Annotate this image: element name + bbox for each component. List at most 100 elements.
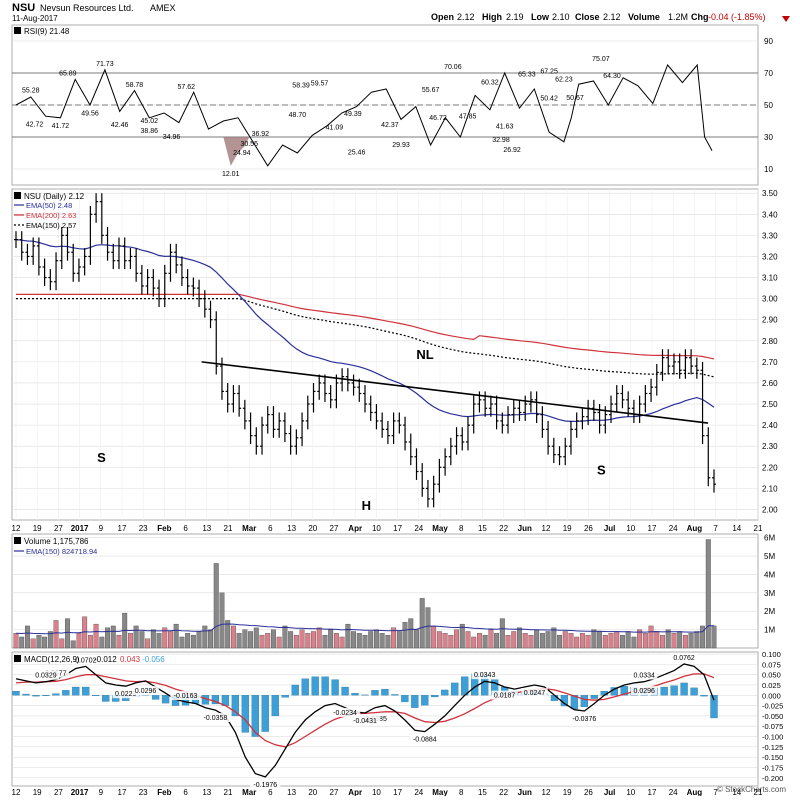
price-x-tick-label: 8 — [459, 524, 464, 533]
open-label: Open — [431, 12, 454, 22]
rsi-data-label: 12.01 — [222, 171, 240, 178]
macd-x-tick-label: 24 — [669, 788, 678, 796]
volume-bar — [111, 626, 116, 648]
macd-x-tick-label: 26 — [584, 788, 593, 796]
price-x-tick-label: 22 — [499, 524, 508, 533]
rsi-data-label: 50.67 — [566, 95, 584, 102]
volume-bar — [380, 633, 385, 648]
down-arrow-icon — [782, 16, 790, 22]
volume-bar — [374, 630, 379, 648]
volume-bar — [65, 619, 70, 648]
price-x-tick-label: 19 — [33, 524, 42, 533]
pattern-label: H — [362, 498, 371, 513]
volume-bar — [311, 631, 316, 648]
volume-bar — [672, 633, 677, 648]
symbol: NSU — [12, 2, 35, 14]
volume-bar — [443, 633, 448, 648]
volume-bar — [100, 637, 105, 648]
volume-bar — [94, 624, 99, 648]
macd-tick-label: 0.100 — [762, 650, 781, 659]
company-name: Nevsun Resources Ltd. — [40, 3, 134, 13]
volume-bar — [168, 631, 173, 648]
macd-tick-label: -0.175 — [762, 763, 783, 772]
price-x-tick-label: 13 — [202, 524, 211, 533]
price-tick-label: 2.70 — [762, 358, 778, 367]
volume-bar — [695, 631, 700, 648]
macd-histogram-bar — [371, 690, 378, 695]
macd-tick-label: -0.025 — [762, 702, 783, 711]
volume-tick-label: 6M — [764, 534, 775, 543]
rsi-data-label: 38.86 — [141, 128, 159, 135]
price-x-tick-label: 23 — [139, 524, 148, 533]
volume-bar — [449, 635, 454, 648]
volume-bar — [523, 633, 528, 648]
rsi-data-label: 65.89 — [59, 71, 77, 78]
volume-bar — [357, 633, 362, 648]
rsi-data-label: 41.09 — [326, 124, 344, 131]
volume-bar — [712, 626, 717, 648]
macd-tick-label: 0.025 — [762, 681, 781, 690]
price-x-tick-label: 21 — [224, 524, 233, 533]
volume-bar — [408, 619, 413, 648]
price-x-tick-label: 7 — [713, 524, 718, 533]
rsi-data-label: 30.55 — [240, 141, 258, 148]
macd-histogram-bar — [42, 695, 49, 696]
volume-bar — [534, 630, 539, 648]
volume-value: 1.2M — [668, 12, 688, 22]
volume-bar — [265, 633, 270, 648]
volume-ema-legend-label: EMA(150) 824718.94 — [26, 547, 97, 556]
price-tick-label: 3.50 — [762, 189, 778, 198]
macd-histogram-bar — [13, 691, 20, 695]
macd-histogram-bar — [352, 693, 359, 695]
macd-tick-label: -0.200 — [762, 774, 783, 783]
macd-histogram-bar — [152, 695, 159, 699]
rsi-data-label: 45.02 — [141, 118, 159, 125]
macd-histogram-bar — [401, 695, 408, 702]
volume-bar — [346, 624, 351, 648]
volume-bar — [334, 633, 339, 648]
macd-data-label: 0.0343 — [474, 672, 496, 679]
macd-histogram-bar — [242, 695, 249, 732]
volume-bar — [77, 633, 82, 648]
price-x-tick-label: 17 — [393, 524, 402, 533]
price-x-tick-label: Aug — [687, 524, 703, 533]
rsi-panel: 103050709055.2842.7265.8941.7249.5671.73… — [12, 25, 773, 185]
volume-bar — [203, 626, 208, 648]
macd-x-tick-label: 13 — [202, 788, 211, 796]
rsi-data-label: 41.72 — [52, 123, 70, 130]
macd-histogram-bar — [391, 694, 398, 695]
volume-bar — [191, 635, 196, 648]
price-x-tick-label: 9 — [99, 524, 104, 533]
price-tick-label: 2.10 — [762, 484, 778, 493]
rsi-tick-label: 50 — [764, 101, 773, 110]
volume-bar — [620, 635, 625, 648]
volume-bar — [386, 635, 391, 648]
volume-bar — [248, 631, 253, 648]
macd-hist-label: -0.056 — [142, 655, 165, 664]
rsi-data-label: 58.78 — [126, 82, 144, 89]
volume-bar — [597, 631, 602, 648]
volume-bar — [340, 637, 345, 648]
pattern-label: S — [597, 462, 606, 477]
low-value: 2.10 — [552, 12, 570, 22]
volume-bar — [643, 633, 648, 648]
rsi-data-label: 46.72 — [429, 115, 447, 122]
volume-bar — [288, 631, 293, 648]
price-x-tick-label: 19 — [563, 524, 572, 533]
macd-x-tick-label: 27 — [54, 788, 63, 796]
price-x-tick-label: Apr — [348, 524, 362, 533]
macd-histogram-bar — [22, 694, 29, 695]
volume-bar — [454, 630, 459, 648]
volume-bar — [437, 631, 442, 648]
rsi-data-label: 42.37 — [381, 122, 399, 129]
rsi-data-label: 70.06 — [444, 64, 462, 71]
macd-x-tick-label: Jun — [518, 788, 532, 796]
rsi-data-label: 60.32 — [481, 79, 499, 86]
close-label: Close — [575, 12, 600, 22]
volume-bar — [700, 626, 705, 648]
volume-bar — [552, 628, 557, 648]
rsi-data-label: 42.72 — [26, 122, 44, 129]
price-tick-label: 3.20 — [762, 252, 778, 261]
macd-data-label: 0.0762 — [673, 655, 695, 662]
